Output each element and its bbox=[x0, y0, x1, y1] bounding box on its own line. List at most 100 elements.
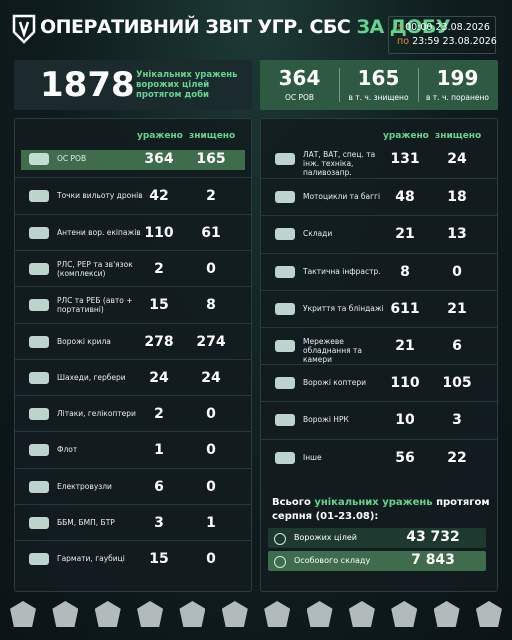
column-header: знищено bbox=[435, 131, 482, 141]
total-label: Унікальних уражень ворожих цілей протяго… bbox=[136, 70, 238, 100]
table-row: Флот 1 0 bbox=[15, 431, 251, 467]
row-label: Антени вор. екіпажів bbox=[57, 227, 141, 237]
date-range: з 00:00 23.08.2026 по 23:59 23.08.2026 bbox=[388, 16, 497, 54]
row-icon bbox=[29, 262, 49, 275]
row-label: ББМ, БМП, БТР bbox=[57, 518, 115, 527]
logo bbox=[306, 601, 333, 627]
table-row: Антени вор. екіпажів 110 61 bbox=[15, 213, 251, 250]
row-icon bbox=[275, 153, 295, 165]
logo bbox=[179, 601, 206, 627]
title: ОПЕРАТИВНИЙ ЗВІТ УГР. СБС ЗА ДОБУ bbox=[40, 16, 450, 38]
destroyed: 61 bbox=[201, 224, 221, 241]
table-row: Гармати, гаубиці 15 0 bbox=[15, 540, 251, 576]
row-label: ЛАТ, ВАТ, спец. та інж. техніка, паливоз… bbox=[303, 150, 376, 177]
row-label: Мережеве обладнання та камери bbox=[303, 337, 362, 364]
left-panel: уражено знищено ОС РОВ 364 165 Точки вильоту … bbox=[14, 118, 252, 592]
row-label: РЛС та РЕБ (авто + портативні) bbox=[57, 296, 133, 315]
row-icon bbox=[29, 480, 49, 493]
destroyed-hit: 48 bbox=[395, 189, 415, 206]
stat-value: 165 bbox=[357, 66, 400, 90]
row-label: Ворожі НРК bbox=[303, 415, 349, 425]
logo bbox=[94, 601, 121, 627]
logo bbox=[391, 601, 418, 627]
row-icon bbox=[29, 226, 49, 239]
column-header: уражено bbox=[137, 131, 183, 141]
row-label: ОС РОВ bbox=[57, 154, 87, 163]
stat-label: в т. ч. поранено bbox=[426, 93, 489, 102]
row-icon bbox=[275, 228, 295, 241]
unit-logos bbox=[10, 598, 502, 630]
destroyed-hit: 2 bbox=[154, 406, 164, 423]
table-row: РЛС та РЕБ (авто + портативні) 15 8 bbox=[15, 286, 251, 322]
from: 00:00 23.08.2026 bbox=[405, 22, 490, 33]
monthly-value: 7 843 bbox=[411, 552, 455, 568]
destroyed-hit: 15 bbox=[149, 297, 169, 314]
title-text: ОПЕРАТИВНИЙ ЗВІТ УГР. СБС bbox=[40, 16, 351, 38]
monthly-icon bbox=[274, 556, 286, 568]
row-icon bbox=[29, 553, 49, 566]
divider bbox=[339, 68, 340, 102]
stat-value: 199 bbox=[436, 66, 479, 90]
right-panel: уражено знищено ЛАТ, ВАТ, спец. та інж. те… bbox=[260, 118, 498, 592]
summary-total: 1878 Унікальних уражень ворожих цілей пр… bbox=[14, 60, 252, 110]
table-row: ББМ, БМП, БТР 3 1 bbox=[15, 504, 251, 540]
to: 23:59 23.08.2026 bbox=[412, 36, 497, 47]
row-label: Ворожі коптери bbox=[303, 378, 366, 388]
destroyed: 13 bbox=[447, 226, 467, 243]
monthly-title-start: Всього bbox=[272, 497, 311, 508]
table-row: Точки вильоту дронів 42 2 bbox=[15, 177, 251, 213]
destroyed-hit: 1 bbox=[154, 442, 164, 459]
monthly-value: 43 732 bbox=[406, 529, 460, 545]
destroyed-hit: 611 bbox=[390, 300, 420, 317]
total-value: 1878 bbox=[40, 65, 135, 105]
monthly-title-accent: унікальних уражень bbox=[314, 497, 433, 508]
destroyed: 274 bbox=[196, 333, 226, 350]
destroyed: 6 bbox=[452, 338, 462, 354]
destroyed-hit: 56 bbox=[395, 449, 415, 466]
monthly-title: Всього унікальних уражень протягом серпн… bbox=[272, 496, 492, 524]
destroyed: 22 bbox=[447, 449, 467, 466]
row-icon bbox=[275, 265, 295, 278]
table-row: Мережеве обладнання та камери 21 6 bbox=[261, 327, 497, 364]
table-row: Ворожі коптери 110 105 bbox=[261, 364, 497, 400]
destroyed-hit: 21 bbox=[395, 338, 415, 354]
row-label: Літаки, гелікоптери bbox=[57, 409, 136, 419]
destroyed-hit: 364 bbox=[144, 151, 174, 167]
row-label: РЛС, РЕР та зв'язок (комплекси) bbox=[57, 259, 133, 278]
row-label: Ворожі крила bbox=[57, 336, 111, 346]
destroyed-hit: 110 bbox=[390, 375, 420, 392]
destroyed: 0 bbox=[206, 442, 216, 459]
destroyed: 21 bbox=[447, 300, 467, 317]
destroyed: 0 bbox=[206, 551, 216, 568]
destroyed: 0 bbox=[452, 263, 462, 280]
destroyed: 18 bbox=[447, 189, 467, 206]
row-icon bbox=[29, 408, 49, 421]
table-row: Літаки, гелікоптери 2 0 bbox=[15, 395, 251, 431]
table-row: Склади 21 13 bbox=[261, 215, 497, 251]
table-row: РЛС, РЕР та зв'язок (комплекси) 2 0 bbox=[15, 249, 251, 286]
destroyed-hit: 110 bbox=[144, 224, 174, 241]
row-label: Електровузли bbox=[57, 481, 112, 491]
table-row: Ворожі крила 278 274 bbox=[15, 322, 251, 359]
row-icon bbox=[275, 340, 295, 352]
logo bbox=[348, 601, 375, 627]
logo bbox=[475, 601, 502, 627]
summary-stats: 364 ОС РОВ 165 в т. ч. знищено 199 в т. ч. по… bbox=[260, 60, 498, 110]
destroyed: 3 bbox=[452, 412, 462, 429]
table-row: Ворожі НРК 10 3 bbox=[261, 401, 497, 437]
row-icon bbox=[29, 444, 49, 457]
destroyed: 8 bbox=[206, 297, 216, 314]
column-header: знищено bbox=[189, 131, 236, 141]
stat-value: 364 bbox=[278, 66, 321, 90]
monthly-icon bbox=[274, 533, 286, 545]
column-header: уражено bbox=[383, 131, 429, 141]
destroyed-hit: 42 bbox=[149, 188, 169, 205]
logo bbox=[52, 601, 79, 627]
destroyed-hit: 15 bbox=[149, 551, 169, 568]
destroyed: 24 bbox=[447, 151, 467, 167]
table-row: ОС РОВ 364 165 bbox=[15, 141, 251, 177]
destroyed: 0 bbox=[206, 406, 216, 423]
logo bbox=[433, 601, 460, 627]
row-highlight bbox=[21, 150, 245, 170]
